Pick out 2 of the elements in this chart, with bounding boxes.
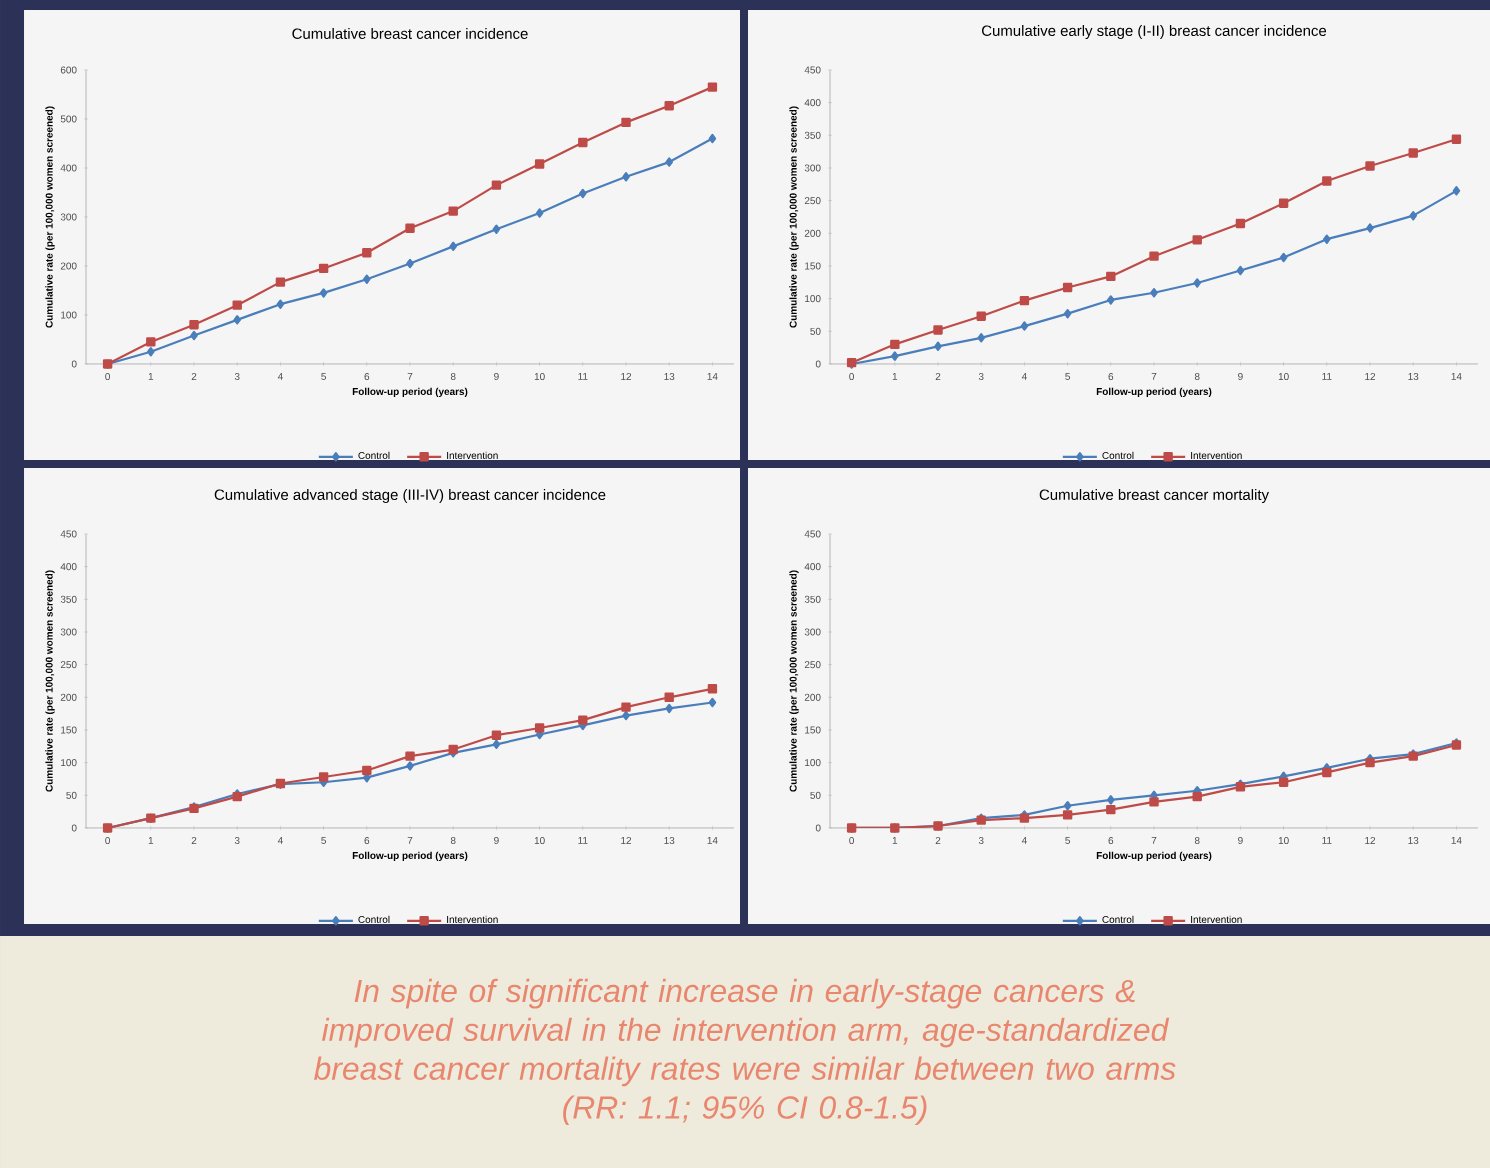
text: (RR: 1.1; 95% CI 0.8-1.5) — [563, 1095, 927, 1126]
text: In spite of significant increase in early-stage cancers & improved survival in the intervention arm, age-standardized breast cancer mortality rates were similar between two arms — [314, 978, 1176, 1087]
